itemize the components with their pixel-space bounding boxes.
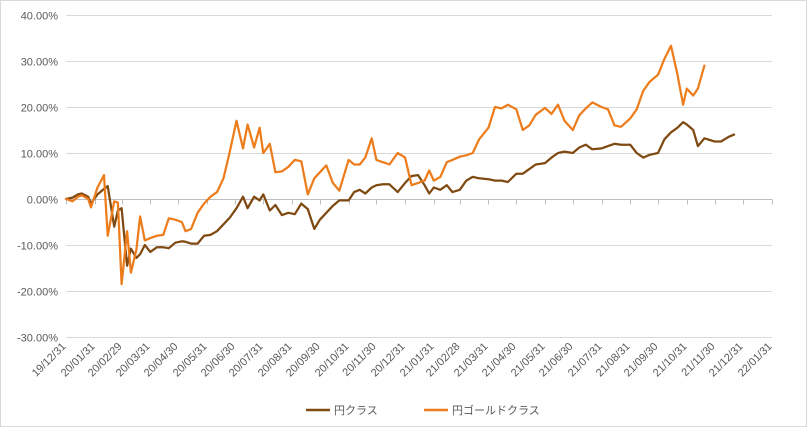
- y-tick-label: 20.00%: [21, 103, 59, 115]
- y-tick-label: -30.00%: [17, 333, 58, 345]
- y-tick-label: 0.00%: [27, 195, 58, 207]
- y-tick-label: 10.00%: [21, 149, 59, 161]
- series-line-2: [64, 44, 706, 286]
- legend-label-2: 円ゴールドクラス: [452, 403, 540, 417]
- y-tick-label: -10.00%: [17, 241, 58, 253]
- y-tick-label: -20.00%: [17, 287, 58, 299]
- series-line-1: [64, 121, 736, 267]
- legend-label-1: 円クラス: [334, 404, 378, 417]
- y-tick-label: 30.00%: [21, 57, 59, 69]
- y-tick-label: 40.00%: [21, 11, 59, 23]
